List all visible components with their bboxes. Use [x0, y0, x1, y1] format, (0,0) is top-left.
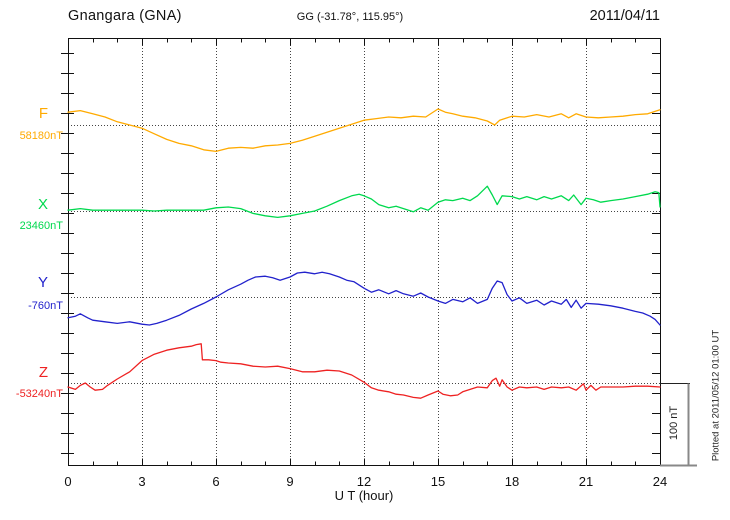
station-coordinates: GG (-31.78°, 115.95°)	[296, 11, 404, 23]
trace-label-Y: Y	[37, 274, 48, 291]
trace-F	[67, 108, 661, 153]
trace-label-Z: Z	[38, 364, 48, 381]
x-tick-label: 3	[138, 474, 145, 489]
plotted-at-note: Plotted at 2011/05/12 01:00 UT	[710, 329, 722, 462]
trace-baseline-X: 23460nT	[19, 220, 63, 232]
x-tick-label: 15	[431, 474, 445, 489]
trace-baseline-Z: -53240nT	[15, 388, 63, 400]
trace-baseline-F: 58180nT	[19, 130, 63, 142]
trace-label-F: F	[38, 105, 48, 122]
x-tick-label: 6	[212, 474, 219, 489]
trace-X	[67, 185, 661, 219]
x-tick-label: 0	[64, 474, 71, 489]
trace-Y	[67, 271, 661, 326]
trace-label-X: X	[37, 196, 48, 213]
scale-bar-label: 100 nT	[668, 405, 680, 441]
trace-baseline-Y: -760nT	[28, 300, 63, 312]
x-tick-label: 24	[653, 474, 667, 489]
x-tick-label: 18	[505, 474, 519, 489]
x-tick-label: 12	[357, 474, 371, 489]
x-tick-label: 9	[286, 474, 293, 489]
x-axis-label: U T (hour)	[334, 488, 394, 503]
trace-Z	[67, 343, 661, 399]
plot-date: 2011/04/11	[589, 8, 660, 24]
x-tick-label: 21	[579, 474, 593, 489]
station-title: Gnangara (GNA)	[68, 8, 182, 24]
